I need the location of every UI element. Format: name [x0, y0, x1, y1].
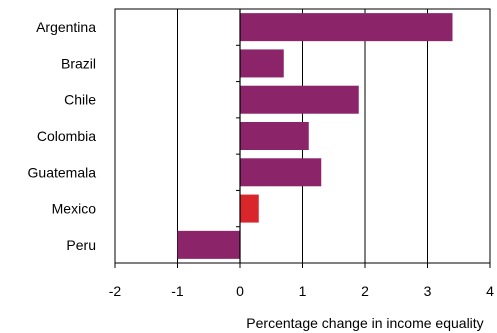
- bar-chile: [240, 85, 359, 114]
- bar-brazil: [240, 49, 284, 78]
- category-labels: Argentina Brazil Chile Colombia Guatemala Mex…: [28, 19, 97, 253]
- category-label: Argentina: [36, 19, 96, 35]
- category-label: Mexico: [52, 201, 97, 217]
- x-axis-title: Percentage change in income equality: [246, 315, 483, 331]
- bar-peru: [177, 230, 240, 259]
- bar-mexico: [240, 194, 259, 223]
- bars: [177, 13, 453, 259]
- x-tick-label: -1: [171, 283, 184, 299]
- x-tick-label: 1: [299, 283, 307, 299]
- x-tick-label: 3: [424, 283, 432, 299]
- x-tick-labels: -2 -1 0 1 2 3 4: [109, 283, 494, 299]
- bar-guatemala: [240, 158, 322, 187]
- category-label: Guatemala: [28, 164, 97, 180]
- category-label: Peru: [66, 237, 96, 253]
- bar-colombia: [240, 122, 309, 150]
- category-label: Brazil: [61, 55, 96, 71]
- zero-axis: [236, 9, 241, 263]
- x-tick-label: 2: [361, 283, 369, 299]
- x-tick-label: 0: [236, 283, 244, 299]
- bar-argentina: [240, 13, 453, 42]
- category-label: Colombia: [37, 128, 96, 144]
- x-tick-label: -2: [109, 283, 122, 299]
- category-label: Chile: [64, 92, 96, 108]
- x-tick-label: 4: [486, 283, 494, 299]
